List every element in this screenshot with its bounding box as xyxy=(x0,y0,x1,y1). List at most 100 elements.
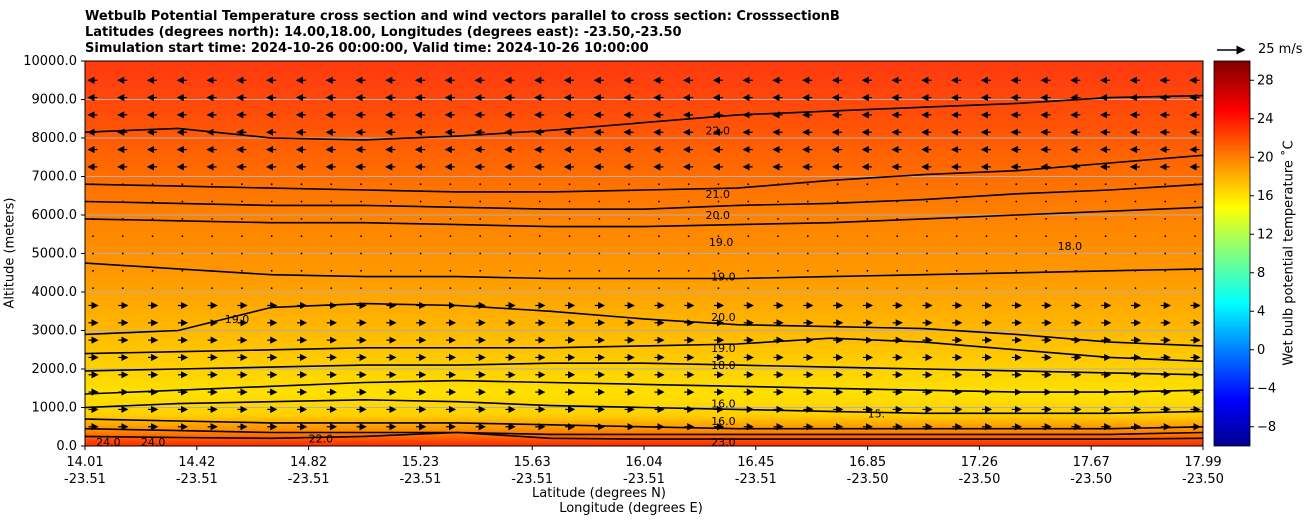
wind-vector xyxy=(926,235,928,238)
x-tick-label-lat: 16.45 xyxy=(737,455,774,470)
wind-vector xyxy=(241,252,243,255)
wind-vector xyxy=(270,200,273,203)
wind-vector xyxy=(449,235,452,238)
wind-vector xyxy=(836,200,839,203)
wind-vector xyxy=(449,217,452,220)
wind-vector xyxy=(985,287,988,290)
wind-vector xyxy=(479,252,482,255)
wind-vector xyxy=(657,269,660,272)
wind-vector xyxy=(538,217,541,220)
wind-vector xyxy=(1134,252,1137,255)
wind-vector xyxy=(300,269,303,272)
wind-vector xyxy=(449,200,452,203)
y-tick-label: 5000.0 xyxy=(32,247,78,262)
wind-vector xyxy=(479,269,482,272)
wind-vector xyxy=(389,235,392,238)
wind-vector xyxy=(151,183,154,186)
wind-vector xyxy=(509,217,511,220)
wind-vector xyxy=(1074,252,1077,255)
wind-vector xyxy=(985,269,988,272)
wind-vector xyxy=(955,183,958,186)
wind-vector xyxy=(270,183,273,186)
wind-vector xyxy=(1104,269,1107,272)
contour-label: 18.0 xyxy=(711,359,736,372)
wind-vector xyxy=(896,183,899,186)
y-tick-label: 9000.0 xyxy=(32,93,78,108)
y-axis-label: Altitude (meters) xyxy=(2,197,18,309)
y-tick-label: 8000.0 xyxy=(32,131,78,146)
wind-vector xyxy=(1134,235,1137,238)
wind-vector xyxy=(1015,252,1018,255)
wind-vector xyxy=(777,287,779,290)
wind-vector xyxy=(926,252,928,255)
wind-vector xyxy=(121,217,124,220)
wind-vector xyxy=(360,235,362,238)
wind-vector xyxy=(806,287,809,290)
wind-vector xyxy=(836,269,839,272)
wind-vector xyxy=(657,217,660,220)
wind-vector xyxy=(866,252,869,255)
wind-vector xyxy=(121,183,124,186)
wind-vector xyxy=(479,287,482,290)
wind-vector xyxy=(806,235,809,238)
wind-vector xyxy=(598,183,601,186)
contour-label: 16.0 xyxy=(711,398,736,411)
wind-vector xyxy=(389,183,392,186)
colorbar-tick-label: 24 xyxy=(1257,112,1274,127)
wind-vector xyxy=(985,252,988,255)
wind-vector xyxy=(1045,183,1047,186)
wind-vector xyxy=(300,200,303,203)
wind-vector xyxy=(92,217,94,220)
contour-label: 19.0 xyxy=(225,313,250,326)
x-tick-label-lon: -23.51 xyxy=(399,472,441,487)
wind-vector xyxy=(777,269,779,272)
wind-vector xyxy=(479,200,482,203)
wind-vector xyxy=(806,183,809,186)
contour-label: 16.0 xyxy=(711,415,736,428)
wind-vector xyxy=(1104,252,1107,255)
wind-vector xyxy=(657,183,660,186)
wind-vector xyxy=(419,269,422,272)
wind-vector xyxy=(628,287,631,290)
wind-vector xyxy=(1164,235,1167,238)
x-tick-label-lon: -23.50 xyxy=(1070,472,1112,487)
wind-vector xyxy=(479,235,482,238)
contour-line xyxy=(84,398,1204,415)
wind-vector xyxy=(1164,200,1167,203)
wind-vector xyxy=(509,252,511,255)
wind-vector xyxy=(985,200,988,203)
wind-vector xyxy=(181,200,184,203)
y-tick-label: 0.0 xyxy=(56,439,77,454)
wind-vector xyxy=(628,217,631,220)
x-axis-label-longitude: Longitude (degrees E) xyxy=(559,501,703,516)
wind-vector xyxy=(92,287,94,290)
wind-vector xyxy=(419,252,422,255)
x-tick-label-lon: -23.51 xyxy=(64,472,106,487)
wind-vector xyxy=(181,269,184,272)
wind-vector xyxy=(1074,235,1077,238)
x-tick-label-lat: 14.82 xyxy=(290,455,327,470)
wind-vector xyxy=(896,287,899,290)
contour-label: 20.0 xyxy=(705,209,730,222)
wind-vector xyxy=(1045,287,1047,290)
wind-vector xyxy=(241,287,243,290)
wind-vector xyxy=(538,183,541,186)
wind-vector xyxy=(300,252,303,255)
colorbar-tick-label: −4 xyxy=(1257,381,1276,396)
x-tick-label-lon: -23.51 xyxy=(735,472,777,487)
wind-vector xyxy=(926,269,928,272)
wind-vector xyxy=(806,252,809,255)
wind-vector xyxy=(955,269,958,272)
contour-label: 22.0 xyxy=(309,432,334,445)
wind-vector xyxy=(300,235,303,238)
wind-vector xyxy=(687,217,690,220)
wind-vector xyxy=(360,287,362,290)
wind-vector xyxy=(687,200,690,203)
contour-label: 19.0 xyxy=(711,342,736,355)
wind-vector xyxy=(598,269,601,272)
wind-vector xyxy=(241,269,243,272)
colorbar-tick-label: 0 xyxy=(1257,343,1265,358)
wind-vector xyxy=(866,269,869,272)
wind-vector xyxy=(717,183,720,186)
